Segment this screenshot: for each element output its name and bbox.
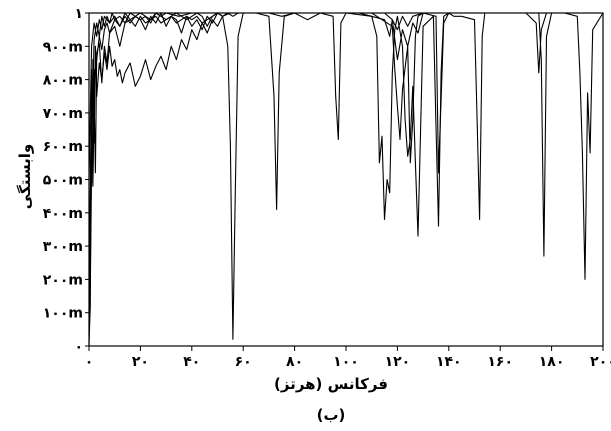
y-tick-label: ۱	[74, 6, 83, 22]
y-tick-label: ۹۰۰m	[43, 39, 83, 55]
series-line-5	[88, 12, 603, 247]
y-tick-label: ۱۰۰m	[43, 306, 83, 322]
y-tick-label: ۵۰۰m	[43, 173, 83, 189]
x-axis-label: فرکانس (هرتز)	[274, 375, 388, 393]
series-line-3	[88, 12, 603, 337]
y-tick-label: ۲۰۰m	[43, 272, 83, 288]
x-tick-label: ۱۲۰	[385, 354, 411, 370]
x-tick-label: ۸۰	[286, 354, 303, 370]
x-tick-label: ۱۴۰	[436, 354, 462, 370]
series-line-1	[88, 12, 604, 347]
plot-frame	[88, 12, 604, 347]
series-layer	[88, 12, 604, 347]
x-tick-label: ۱۰۰	[333, 354, 359, 370]
y-tick-label: ۰	[74, 339, 83, 355]
figure-caption: (ب)	[317, 406, 346, 424]
y-tick-label: ۸۰۰m	[43, 73, 83, 89]
y-tick-label: ۴۰۰m	[43, 206, 83, 222]
x-tick-label: ۲۰	[132, 354, 149, 370]
series-line-4	[88, 12, 603, 180]
y-tick-label: ۶۰۰m	[43, 139, 83, 155]
y-axis: ۰ ۱۰۰m ۲۰۰m ۳۰۰m ۴۰۰m ۵۰۰m ۶۰۰m ۷۰۰m ۸۰۰m ۹۰۰m ۱	[43, 6, 89, 355]
y-tick-label: ۷۰۰m	[43, 106, 83, 122]
y-axis-label: وابستگی	[16, 144, 34, 209]
x-axis: ۰ ۲۰ ۴۰ ۶۰ ۸۰ ۱۰۰ ۱۲۰ ۱۴۰ ۱۶۰ ۱۸۰ ۲۰۰	[85, 346, 611, 370]
x-tick-label: ۱۸۰	[539, 354, 565, 370]
y-tick-label: ۳۰۰m	[43, 239, 83, 255]
x-tick-label: ۰	[85, 354, 94, 370]
x-tick-label: ۱۶۰	[487, 354, 513, 370]
x-tick-label: ۶۰	[235, 354, 252, 370]
x-tick-label: ۴۰	[183, 354, 200, 370]
x-tick-label: ۲۰۰	[590, 354, 611, 370]
series-line-2	[88, 12, 603, 343]
